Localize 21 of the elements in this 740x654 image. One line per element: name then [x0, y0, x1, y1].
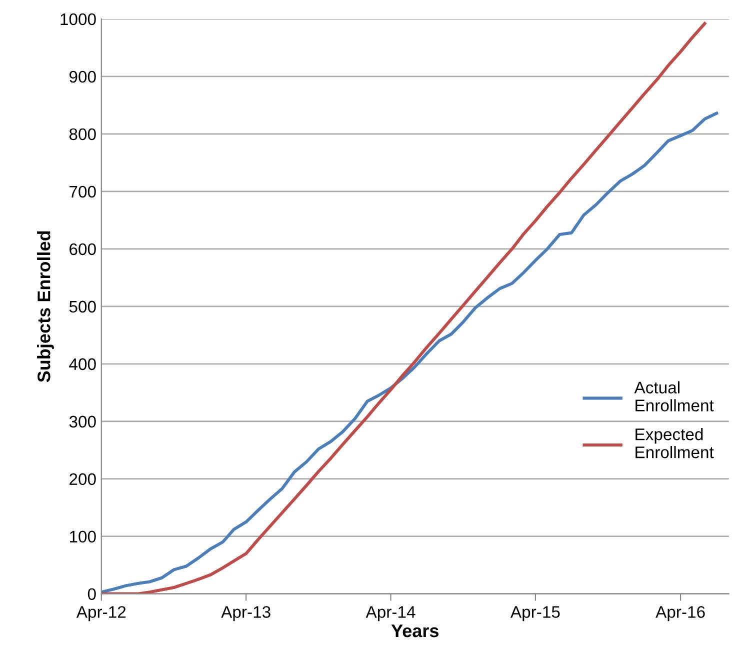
y-tick-label: 500 [69, 300, 96, 313]
y-tick-label: 200 [70, 473, 96, 486]
y-tick-label: 300 [69, 416, 96, 428]
y-tick-label: 600 [70, 243, 96, 256]
line-series [101, 112, 718, 594]
y-tick-label: 1000 [60, 13, 96, 26]
x-tick-label: Apr-13 [221, 606, 270, 622]
y-tick-label: 700 [70, 186, 96, 198]
x-axis-title: Years [391, 624, 438, 638]
y-tick-label: 0 [88, 588, 96, 600]
y-tick-label: 800 [69, 128, 96, 140]
y-tick-label: 900 [69, 70, 96, 83]
legend-label: Expected Enrollment [636, 428, 714, 458]
legend-label: Actual Enrollment [634, 381, 714, 412]
x-tick-label: Apr-16 [656, 606, 705, 622]
y-axis-title: Subjects Enrolled [37, 231, 54, 382]
y-tick-label: 100 [70, 530, 96, 543]
y-tick-label: 400 [69, 358, 96, 370]
x-tick-label: Apr-15 [510, 606, 560, 622]
x-tick-label: Apr-14 [366, 606, 416, 622]
x-tick-label: Apr-12 [76, 606, 126, 622]
